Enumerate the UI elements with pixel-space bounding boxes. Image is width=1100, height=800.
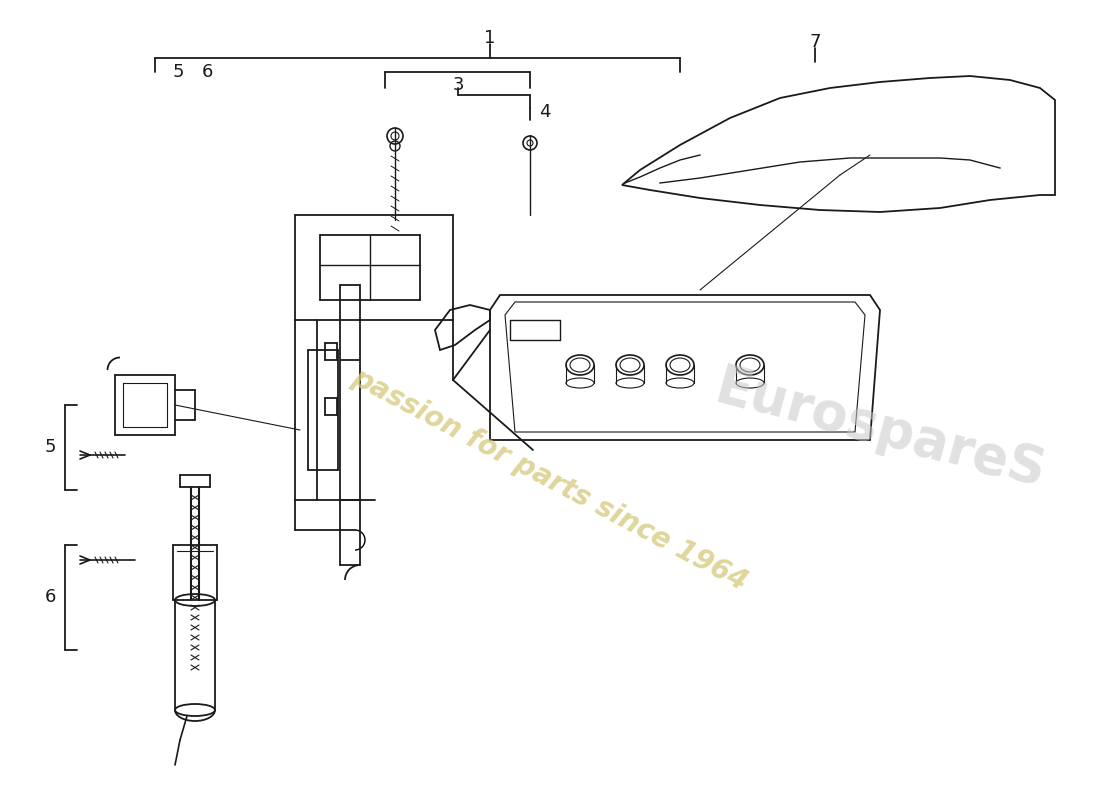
Text: 3: 3 [452,76,464,94]
Text: 4: 4 [539,103,551,121]
Text: EurospareS: EurospareS [710,361,1050,499]
Text: 6: 6 [44,588,56,606]
Text: 1: 1 [484,29,496,47]
Text: 5: 5 [173,63,184,81]
Text: passion for parts since 1964: passion for parts since 1964 [348,363,752,597]
Text: 5: 5 [44,438,56,456]
Text: 7: 7 [810,33,821,51]
Text: 6: 6 [201,63,212,81]
